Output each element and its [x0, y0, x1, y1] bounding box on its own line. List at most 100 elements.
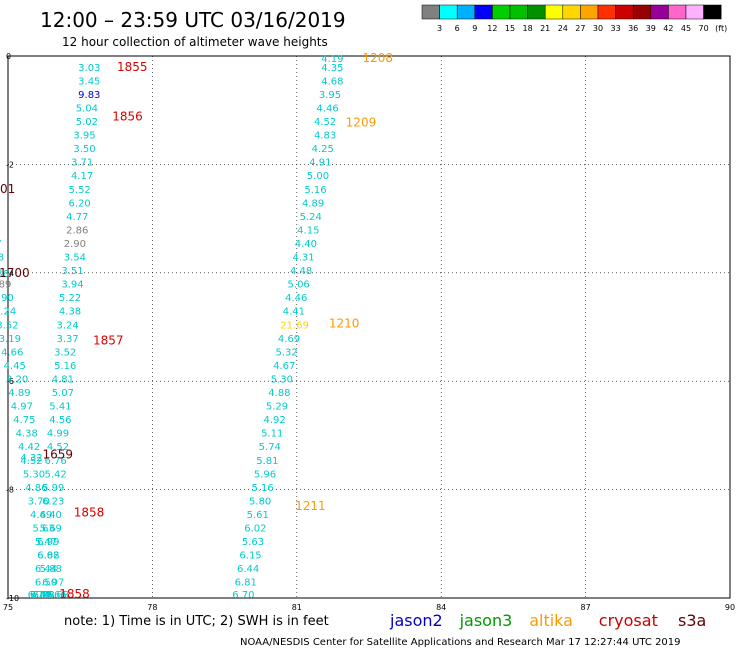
wave-height-point: 4.40 [295, 239, 317, 250]
wave-height-point: 3.03 [78, 63, 100, 74]
wave-height-point: 5.00 [307, 171, 329, 182]
legend-swatch [650, 4, 669, 20]
y-tick-label: -6 [6, 377, 14, 386]
x-tick-label: 90 [725, 603, 735, 612]
pass-time-label: 1659 [42, 447, 73, 461]
wave-height-point: 4.81 [52, 374, 74, 385]
wave-height-point: 6.76 [44, 456, 66, 467]
wave-height-point: 6.02 [244, 524, 266, 535]
wave-height-point: 5.47 [35, 537, 57, 548]
satellite-name: s3a [678, 611, 706, 630]
wave-height-point: 4.52 [314, 117, 336, 128]
wave-height-point: 6.81 [30, 590, 52, 601]
legend-label: 3 [437, 24, 442, 33]
legend-swatch [632, 4, 652, 20]
wave-height-point: 4.25 [312, 144, 334, 155]
wave-height-point: 4.68 [321, 76, 343, 87]
wave-height-point: 5.96 [254, 469, 276, 480]
wave-height-point: 5.81 [256, 456, 278, 467]
legend-swatch [615, 4, 634, 20]
track-track-1: 3.03 3.45 9.83 5.04 5.02 3.95 3.50 3.71 4.17 5.52… [28, 63, 101, 601]
wave-height-point: 4.46 [316, 103, 338, 114]
units-note: note: 1) Time is in UTC; 2) SWH is in fe… [64, 614, 329, 629]
y-tick-label: -8 [6, 486, 14, 495]
legend-swatch [580, 4, 599, 20]
wave-height-point: 6.40 [40, 510, 62, 521]
wave-height-point: 4.69 [278, 334, 300, 345]
wave-height-point: 4.67 [273, 361, 295, 372]
track-track-2: 4.194.35 4.68 3.95 4.46 4.52 4.83 4.25 4.91 5.00… [232, 54, 343, 601]
wave-height-point: 5.32 [276, 347, 298, 358]
wave-height-point: 4.46 [285, 293, 307, 304]
wave-height-point: 5.42 [44, 469, 66, 480]
wave-height-point: 5.61 [247, 510, 269, 521]
wave-height-point: 5.24 [300, 212, 322, 223]
legend-label: 6 [455, 24, 460, 33]
wave-height-point: 4.88 [268, 388, 290, 399]
wave-height-point: 4.66 [1, 347, 23, 358]
legend-swatch [456, 4, 476, 20]
wave-height-point: 5.16 [251, 483, 273, 494]
wave-height-point: 4.89 [8, 388, 30, 399]
wave-height-point: 3.45 [78, 76, 100, 87]
wave-height-point: 5.29 [266, 402, 288, 413]
wave-height-point: 4.56 [49, 415, 71, 426]
satellite-legend: jason2 jason3 altika cryosat s3a [389, 611, 706, 630]
wave-height-point: 9.83 [78, 90, 100, 101]
wave-height-point: 6.44 [237, 564, 259, 575]
wave-height-point: 6.73 [32, 590, 54, 601]
wave-height-point: 4.17 [71, 171, 93, 182]
wave-height-point: 3.50 [73, 144, 95, 155]
wave-height-point: 5.63 [32, 524, 54, 535]
wave-height-point: 4.52 [20, 456, 42, 467]
wave-height-point: 5.80 [249, 496, 271, 507]
chart-title: 12:00 – 23:59 UTC 03/16/2019 [40, 8, 346, 32]
legend-label: 36 [628, 24, 638, 33]
legend-label: 18 [523, 24, 533, 33]
wave-height-point: 5.06 [288, 280, 310, 291]
legend-swatch [685, 4, 704, 20]
plot-area: 7578818487900-2-4-6-8-102.634.455.292.90… [0, 51, 735, 612]
wave-height-point: 4.83 [314, 131, 336, 142]
wave-height-point: 6.20 [69, 198, 91, 209]
wave-height-point: 3.95 [319, 90, 341, 101]
wave-height-point: 5.16 [54, 361, 76, 372]
wave-height-point: 6.68 [47, 590, 69, 601]
pass-time-label: 1855 [117, 60, 148, 74]
wave-height-point: 5.99 [42, 483, 64, 494]
pass-time-label: 1857 [93, 334, 124, 348]
wave-height-point: 4.19 [321, 54, 343, 65]
wave-height-point: 5.52 [69, 185, 91, 196]
y-tick-label: -10 [6, 594, 19, 603]
legend-label: 27 [575, 24, 585, 33]
wave-height-point: 5.04 [76, 103, 98, 114]
wave-height-point: 5.11 [261, 429, 283, 440]
legend-label: 12 [487, 24, 497, 33]
wave-height-point: 4.38 [16, 429, 38, 440]
pass-time-label: 1211 [295, 499, 326, 513]
y-tick-label: 0 [6, 52, 11, 61]
wave-height-point: 4.97 [11, 402, 33, 413]
wave-height-point: 6.50 [35, 578, 57, 589]
satellite-name: cryosat [599, 611, 658, 630]
wave-height-point: 4.24 [0, 307, 16, 318]
wave-height-point: 6.23 [42, 496, 64, 507]
pass-time-label: 1210 [329, 317, 360, 331]
wave-height-point: 6.81 [235, 578, 257, 589]
wave-height-point: 3.38 [0, 253, 4, 264]
legend-label: 15 [505, 24, 515, 33]
wave-height-point: 4.32 [20, 453, 42, 464]
y-tick-label: -4 [6, 269, 14, 278]
wave-height-point: 5.07 [52, 388, 74, 399]
wave-height-point: 6.82 [37, 551, 59, 562]
wave-height-point: 6.08 [37, 551, 59, 562]
wave-height-point: 5.69 [40, 524, 62, 535]
legend-swatch [439, 4, 458, 20]
wave-height-point: 3.95 [73, 131, 95, 142]
wave-height-point: 6.15 [239, 551, 261, 562]
wave-height-point: 2.86 [66, 225, 88, 236]
legend-label: 39 [646, 24, 656, 33]
legend-swatch [544, 4, 564, 20]
y-tick-label: -2 [6, 160, 14, 169]
pass-time-label: 1858 [74, 505, 105, 519]
